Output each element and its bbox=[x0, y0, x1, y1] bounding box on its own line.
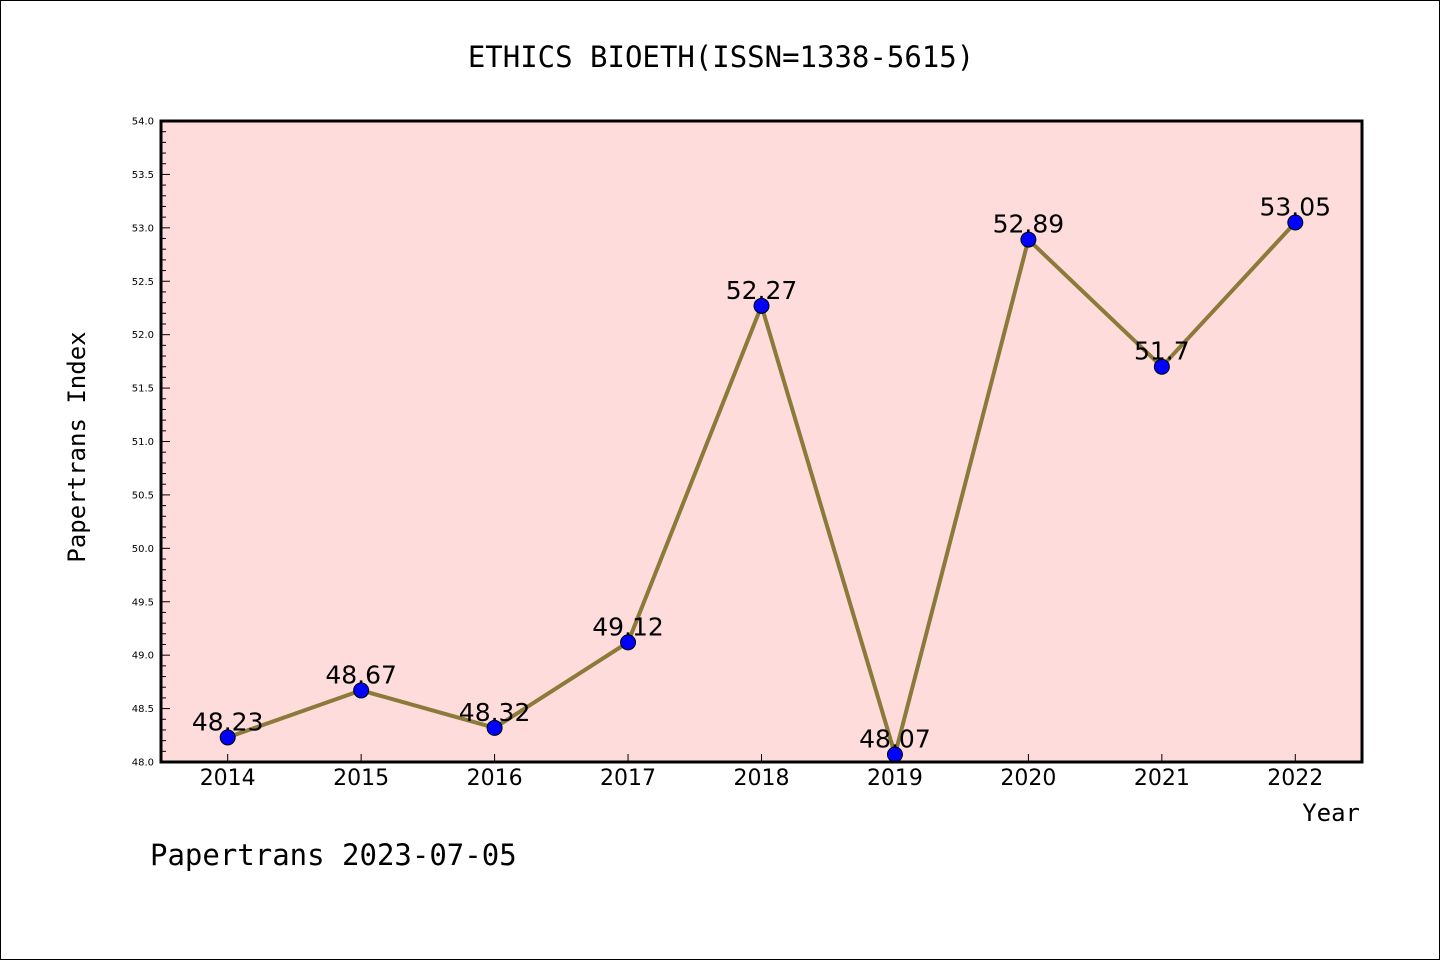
data-label: 52.27 bbox=[726, 276, 798, 305]
data-label: 51.7 bbox=[1134, 337, 1190, 366]
plot-area bbox=[161, 121, 1362, 762]
y-tick-label: 53.5 bbox=[132, 170, 154, 181]
data-point bbox=[353, 682, 370, 699]
data-point bbox=[1287, 214, 1304, 231]
data-point bbox=[1153, 358, 1170, 375]
x-tick-label: 2017 bbox=[600, 766, 656, 791]
x-tick-label: 2015 bbox=[333, 766, 389, 791]
data-label: 48.32 bbox=[459, 698, 531, 727]
x-axis: 2014 2015 2016 2017 2018 2019 2020 2021 2022 bbox=[200, 754, 1323, 791]
data-point bbox=[753, 297, 770, 314]
y-tick-label: 53.0 bbox=[132, 223, 154, 234]
data-point bbox=[486, 719, 503, 736]
y-tick-label: 48.5 bbox=[132, 704, 154, 715]
data-point bbox=[620, 634, 637, 651]
y-axis-label: Papertrans Index bbox=[63, 331, 91, 562]
y-tick-label: 52.0 bbox=[132, 330, 154, 341]
data-label: 48.23 bbox=[192, 707, 264, 736]
y-tick-label: 51.5 bbox=[132, 384, 154, 395]
data-label: 48.07 bbox=[859, 725, 931, 754]
x-tick-label: 2019 bbox=[867, 766, 923, 791]
y-axis: 48.0 48.5 49.0 49.5 50.0 50.5 51.0 51.5 52.0 52.5… bbox=[132, 117, 170, 769]
y-tick-label: 49.0 bbox=[132, 651, 154, 662]
y-tick-label: 51.0 bbox=[132, 437, 154, 448]
data-label: 52.89 bbox=[993, 210, 1065, 239]
x-tick-label: 2018 bbox=[734, 766, 790, 791]
data-labels: 48.23 48.67 48.32 49.12 52.27 48.07 52.89 51.7 5… bbox=[192, 192, 1331, 753]
data-label: 53.05 bbox=[1260, 192, 1332, 221]
chart-title: ETHICS BIOETH(ISSN=1338-5615) bbox=[468, 40, 974, 74]
data-point bbox=[219, 729, 236, 746]
plot-frame bbox=[159, 119, 1364, 764]
y-tick-label: 48.0 bbox=[132, 758, 154, 769]
y-tick-label: 50.0 bbox=[132, 544, 154, 555]
y-tick-label: 52.5 bbox=[132, 277, 154, 288]
x-tick-label: 2022 bbox=[1267, 766, 1323, 791]
x-axis-label: Year bbox=[1302, 799, 1360, 827]
y-tick-label: 49.5 bbox=[132, 597, 154, 608]
data-label: 49.12 bbox=[592, 612, 664, 641]
data-label: 48.67 bbox=[325, 660, 397, 689]
y-tick-label: 54.0 bbox=[132, 117, 154, 128]
x-tick-label: 2020 bbox=[1000, 766, 1056, 791]
x-tick-label: 2016 bbox=[467, 766, 523, 791]
x-tick-label: 2021 bbox=[1134, 766, 1190, 791]
data-point bbox=[1020, 231, 1037, 248]
x-tick-label: 2014 bbox=[200, 766, 256, 791]
y-tick-label: 50.5 bbox=[132, 490, 154, 501]
footer-text: Papertrans 2023-07-05 bbox=[150, 838, 517, 872]
